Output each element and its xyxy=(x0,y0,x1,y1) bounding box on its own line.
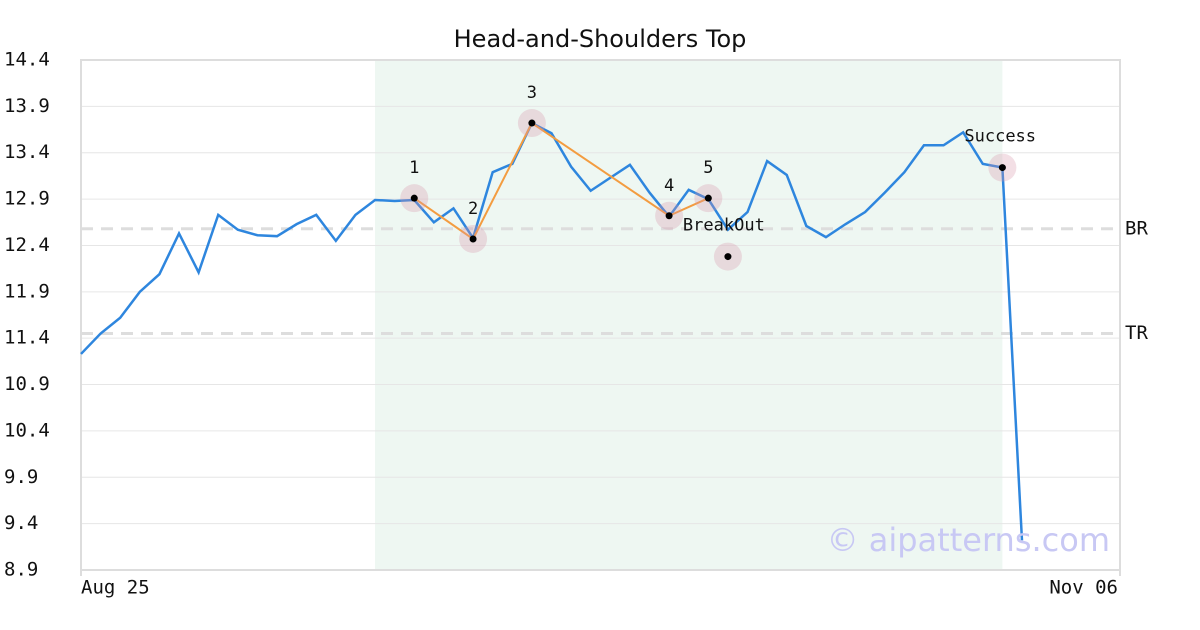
marker-label: 4 xyxy=(664,176,674,196)
marker-label: BreakOut xyxy=(683,216,765,236)
y-tick-label: 14.4 xyxy=(4,49,50,71)
marker-label: 3 xyxy=(527,83,537,103)
y-tick-label: 12.9 xyxy=(4,188,50,210)
chart-title: Head-and-Shoulders Top xyxy=(454,25,747,53)
marker xyxy=(528,119,536,127)
level-label: TR xyxy=(1125,322,1148,344)
pattern-range xyxy=(375,60,1003,570)
y-tick-label: 12.4 xyxy=(4,234,50,256)
y-tick-label: 9.4 xyxy=(4,512,38,534)
watermark: © aipatterns.com xyxy=(827,521,1110,559)
x-tick-label: Nov 06 xyxy=(1049,577,1118,599)
marker xyxy=(998,164,1006,172)
y-tick-label: 10.9 xyxy=(4,373,50,395)
x-tick-label: Aug 25 xyxy=(81,577,150,599)
price-line xyxy=(80,121,1024,541)
y-tick-label: 11.4 xyxy=(4,327,50,349)
marker xyxy=(410,194,418,202)
marker xyxy=(724,253,732,261)
marker-label: Success xyxy=(964,127,1036,147)
y-tick-label: 11.9 xyxy=(4,280,50,302)
y-tick-label: 9.9 xyxy=(4,466,38,488)
y-tick-label: 13.9 xyxy=(4,95,50,117)
marker xyxy=(469,235,477,243)
y-tick-label: 10.4 xyxy=(4,419,50,441)
marker xyxy=(665,212,673,220)
marker-label: 5 xyxy=(703,158,713,178)
marker-label: 1 xyxy=(409,158,419,178)
marker-label: 2 xyxy=(468,199,478,219)
plot-frame xyxy=(80,59,1121,571)
y-tick-label: 8.9 xyxy=(4,559,38,581)
y-tick-label: 13.4 xyxy=(4,141,50,163)
level-label: BR xyxy=(1125,217,1148,239)
marker xyxy=(704,194,712,202)
